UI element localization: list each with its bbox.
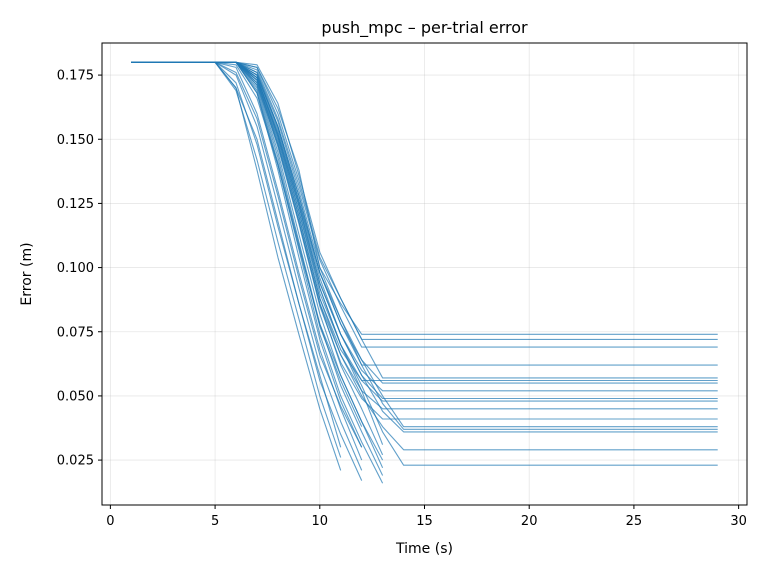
y-axis-label: Error (m) <box>19 242 35 305</box>
y-tick-label: 0.025 <box>57 454 94 469</box>
x-tick-label: 25 <box>626 514 643 529</box>
x-tick-label: 10 <box>312 514 329 529</box>
y-tick-label: 0.175 <box>57 69 94 84</box>
y-tick-label: 0.125 <box>57 197 94 212</box>
x-tick-label: 0 <box>106 514 114 529</box>
series-lines <box>131 61 718 484</box>
x-tick-label: 15 <box>416 514 433 529</box>
y-axis-ticks: 0.025 0.050 0.075 0.100 0.125 0.150 0.175 <box>57 69 102 469</box>
y-tick-label: 0.050 <box>57 389 94 404</box>
x-tick-label: 20 <box>521 514 538 529</box>
x-tick-label: 30 <box>730 514 747 529</box>
x-axis-label: Time (s) <box>395 541 453 557</box>
y-tick-label: 0.075 <box>57 325 94 340</box>
x-tick-label: 5 <box>211 514 219 529</box>
x-axis-ticks: 0 5 10 15 20 25 30 <box>106 505 747 529</box>
series-line-31 <box>131 61 384 461</box>
y-tick-label: 0.100 <box>57 261 94 276</box>
chart-title: push_mpc – per-trial error <box>321 18 528 38</box>
series-line-28 <box>131 61 342 471</box>
series-line-25 <box>131 61 363 471</box>
series-line-32 <box>131 61 363 427</box>
series-line-29 <box>131 61 342 448</box>
series-line-30 <box>131 61 363 448</box>
y-tick-label: 0.150 <box>57 133 94 148</box>
grid <box>102 43 747 505</box>
